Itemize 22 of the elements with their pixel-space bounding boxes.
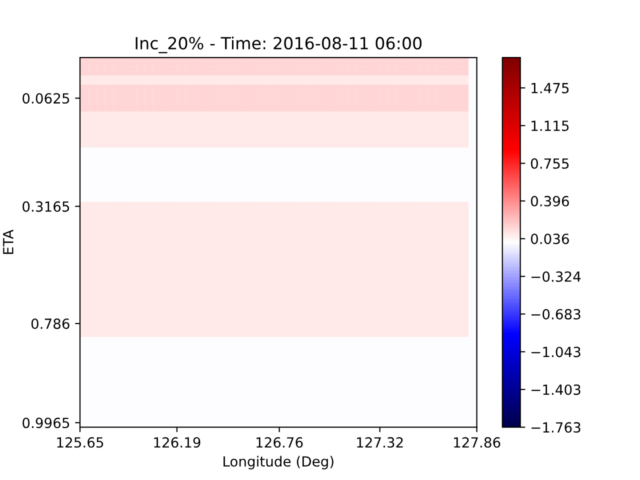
x-tick-label: 127.86 — [454, 437, 500, 448]
x-tick-label: 126.76 — [256, 437, 303, 448]
color-bar-label: 0.036 — [530, 234, 569, 244]
y-tick-label: 0.9965 — [22, 418, 70, 428]
x-axis-title: Longitude (Deg) — [224, 456, 334, 470]
y-tick-label: 0.0625 — [22, 93, 70, 104]
color-bar-label: −1.763 — [532, 422, 580, 433]
y-tick-label: 0.3165 — [22, 201, 70, 212]
y-tick-label: 0.786 — [31, 318, 70, 330]
color-bar-label: −0.683 — [532, 308, 580, 320]
color-bar-label: 0.755 — [530, 158, 569, 169]
color-bar-label: 0.396 — [530, 196, 569, 206]
color-bar-label: 1.475 — [532, 83, 569, 94]
x-tick-label: 127.32 — [357, 437, 403, 448]
x-tick-label: 126.19 — [154, 437, 200, 448]
x-tick-label: 125.65 — [57, 437, 104, 448]
y-axis-title: ETA — [3, 230, 14, 254]
color-bar-label: 1.115 — [532, 120, 569, 132]
color-bar-label: −1.403 — [532, 384, 580, 395]
chart-title: Inc_20% - Time: 2016-08-11 06:00 — [136, 36, 422, 54]
color-bar-label: −0.324 — [532, 271, 581, 282]
color-bar-label: −1.043 — [532, 346, 580, 358]
